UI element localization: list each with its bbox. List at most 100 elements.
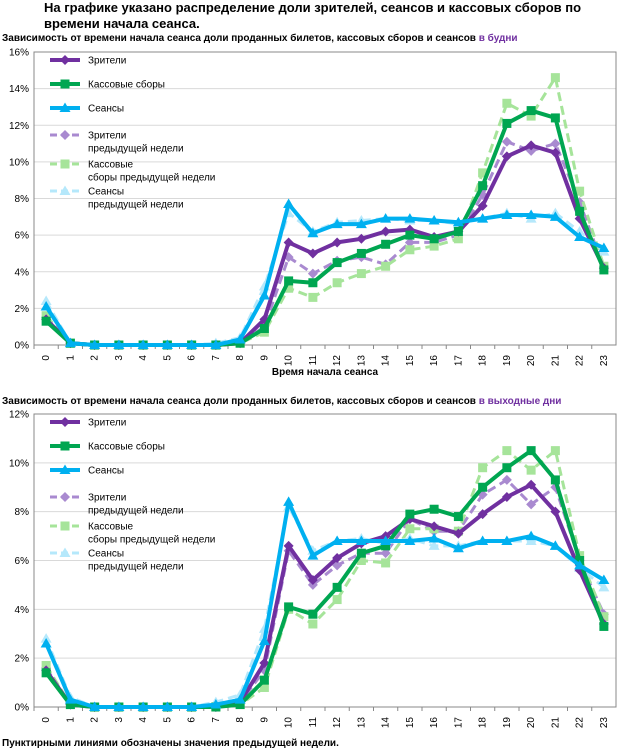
weekends-point-revenue xyxy=(41,668,51,678)
weekends-point-revenue xyxy=(453,512,463,522)
weekends-x-tick-label: 8 xyxy=(235,717,246,723)
weekdays-x-tick-label: 8 xyxy=(235,355,246,361)
weekends-x-tick-label: 1 xyxy=(65,717,76,723)
weekdays-legend-marker-sessions xyxy=(59,102,71,112)
weekends-point-revenue xyxy=(478,482,488,492)
weekdays-point-viewers xyxy=(477,200,488,211)
weekdays-point-viewers_prev xyxy=(404,237,415,248)
weekends-x-tick-label: 7 xyxy=(211,717,222,723)
weekdays-legend-label-viewers_prev: Зрители предыдущей недели xyxy=(88,131,184,155)
weekends-point-revenue xyxy=(550,475,560,485)
weekends-point-sessions xyxy=(428,533,440,543)
weekdays-point-sessions xyxy=(549,211,561,221)
weekends-legend-marker-viewers_prev xyxy=(60,492,70,502)
weekends-point-sessions xyxy=(404,535,416,545)
weekdays-x-tick-label: 21 xyxy=(550,355,561,367)
weekdays-x-axis-label: Время начала сеанса xyxy=(272,367,379,378)
weekends-point-revenue_prev xyxy=(259,682,269,692)
weekdays-point-revenue xyxy=(41,316,51,326)
weekends-point-revenue_prev xyxy=(478,463,488,473)
weekdays-point-viewers_prev xyxy=(501,136,512,147)
weekdays-point-viewers xyxy=(356,233,367,244)
weekends-legend-marker-sessions xyxy=(59,464,71,474)
weekdays-x-tick-label: 14 xyxy=(381,355,392,367)
weekends-series-sessions_prev xyxy=(40,501,610,711)
weekends-legend-marker-sessions_prev xyxy=(59,547,71,557)
weekdays-point-revenue xyxy=(259,324,269,334)
weekdays-point-revenue xyxy=(429,234,439,244)
weekends-point-revenue xyxy=(502,463,512,473)
weekends-x-tick-label: 0 xyxy=(41,717,52,723)
weekdays-point-sessions xyxy=(452,216,464,227)
weekdays-point-sessions xyxy=(404,213,416,223)
weekdays-point-revenue xyxy=(575,206,585,216)
weekends-x-tick-label: 16 xyxy=(429,717,440,729)
weekends-x-tick-label: 5 xyxy=(162,717,173,723)
weekdays-legend-label-sessions_prev: Сеансы предыдущей недели xyxy=(88,187,184,211)
weekends-point-sessions xyxy=(186,701,198,711)
weekends-point-sessions xyxy=(89,701,101,711)
weekends-x-tick-label: 12 xyxy=(332,717,343,729)
weekdays-point-revenue_prev xyxy=(381,261,391,271)
weekends-x-tick-label: 10 xyxy=(284,717,295,729)
weekends-line-sessions xyxy=(44,499,605,709)
weekends-point-sessions xyxy=(234,694,246,704)
weekdays-point-sessions xyxy=(113,339,125,349)
weekends-point-viewers xyxy=(307,575,318,586)
weekends-y-tick-label: 4% xyxy=(15,605,30,616)
weekends-point-viewers xyxy=(259,658,270,669)
weekdays-point-revenue_prev xyxy=(502,98,512,108)
weekdays-chart: 0%2%4%6%8%10%12%14%16%0 1 2 3 4 5 6 7 8 9 10 11 12 13… xyxy=(9,48,617,378)
weekends-legend-label-revenue: Кассовые сборы xyxy=(88,441,165,453)
weekends-x-tick-label: 14 xyxy=(381,717,392,729)
weekends-point-viewers xyxy=(477,509,488,520)
weekends-point-revenue xyxy=(405,509,415,519)
weekends-point-sessions_prev xyxy=(598,581,610,592)
weekdays-legend-label-revenue_prev: Кассовые сборы предыдущей недели xyxy=(88,160,215,184)
weekends-x-tick-label: 22 xyxy=(575,717,586,729)
weekends-point-viewers xyxy=(332,553,343,564)
weekends-gridlines xyxy=(34,413,616,708)
weekdays-x-tick-label: 19 xyxy=(502,355,513,367)
weekdays-point-revenue_prev xyxy=(429,241,439,251)
weekends-x-tick-label: 15 xyxy=(405,717,416,729)
weekends-point-revenue xyxy=(526,446,536,456)
weekdays-point-viewers xyxy=(332,237,343,248)
weekdays-x-tick-label: 0 xyxy=(41,355,52,361)
weekends-point-viewers xyxy=(429,521,440,532)
weekdays-point-revenue_prev xyxy=(550,73,560,83)
weekends-x-tick-label: 9 xyxy=(259,717,270,723)
weekends-x-tick-label: 18 xyxy=(478,717,489,729)
weekends-point-sessions xyxy=(113,701,125,711)
weekdays-x-tick-label: 18 xyxy=(478,355,489,367)
weekdays-point-sessions xyxy=(574,231,586,241)
weekdays-legend-marker-viewers xyxy=(60,55,70,65)
weekdays-x-tick-label: 5 xyxy=(162,355,173,361)
weekends-point-viewers_prev xyxy=(501,474,512,485)
weekdays-x-tick-label: 7 xyxy=(211,355,222,361)
weekends-point-sessions xyxy=(40,638,52,648)
weekdays-series-sessions xyxy=(40,198,610,349)
weekdays-y-tick-label: 10% xyxy=(9,157,29,168)
weekdays-x-tick-label: 6 xyxy=(187,355,198,361)
weekdays-x-tick-label: 11 xyxy=(308,355,319,366)
chart-title-weekdays-text: Зависимость от времени начала сеанса дол… xyxy=(2,33,476,44)
weekdays-point-revenue_prev xyxy=(356,269,366,279)
weekends-legend-label-viewers: Зрители xyxy=(88,418,126,429)
weekdays-point-revenue xyxy=(405,230,415,240)
weekdays-point-revenue xyxy=(550,113,560,123)
chart-title-weekends: Зависимость от времени начала сеанса дол… xyxy=(2,396,561,407)
weekends-legend-label-sessions: Сеансы xyxy=(88,466,124,477)
weekends-point-revenue xyxy=(332,582,342,592)
weekdays-point-revenue_prev xyxy=(332,278,342,288)
weekdays-point-viewers_prev xyxy=(307,268,318,279)
weekdays-x-tick-label: 12 xyxy=(332,355,343,367)
weekends-point-revenue xyxy=(381,541,391,551)
weekends-point-sessions xyxy=(549,540,561,550)
weekends-y-tick-label: 2% xyxy=(15,654,30,665)
weekends-point-sessions xyxy=(137,701,149,711)
weekdays-point-sessions xyxy=(186,339,198,349)
weekdays-y-tick-label: 12% xyxy=(9,121,29,132)
weekends-series-sessions xyxy=(40,496,610,711)
chart-title-weekends-text: Зависимость от времени начала сеанса дол… xyxy=(2,396,476,407)
